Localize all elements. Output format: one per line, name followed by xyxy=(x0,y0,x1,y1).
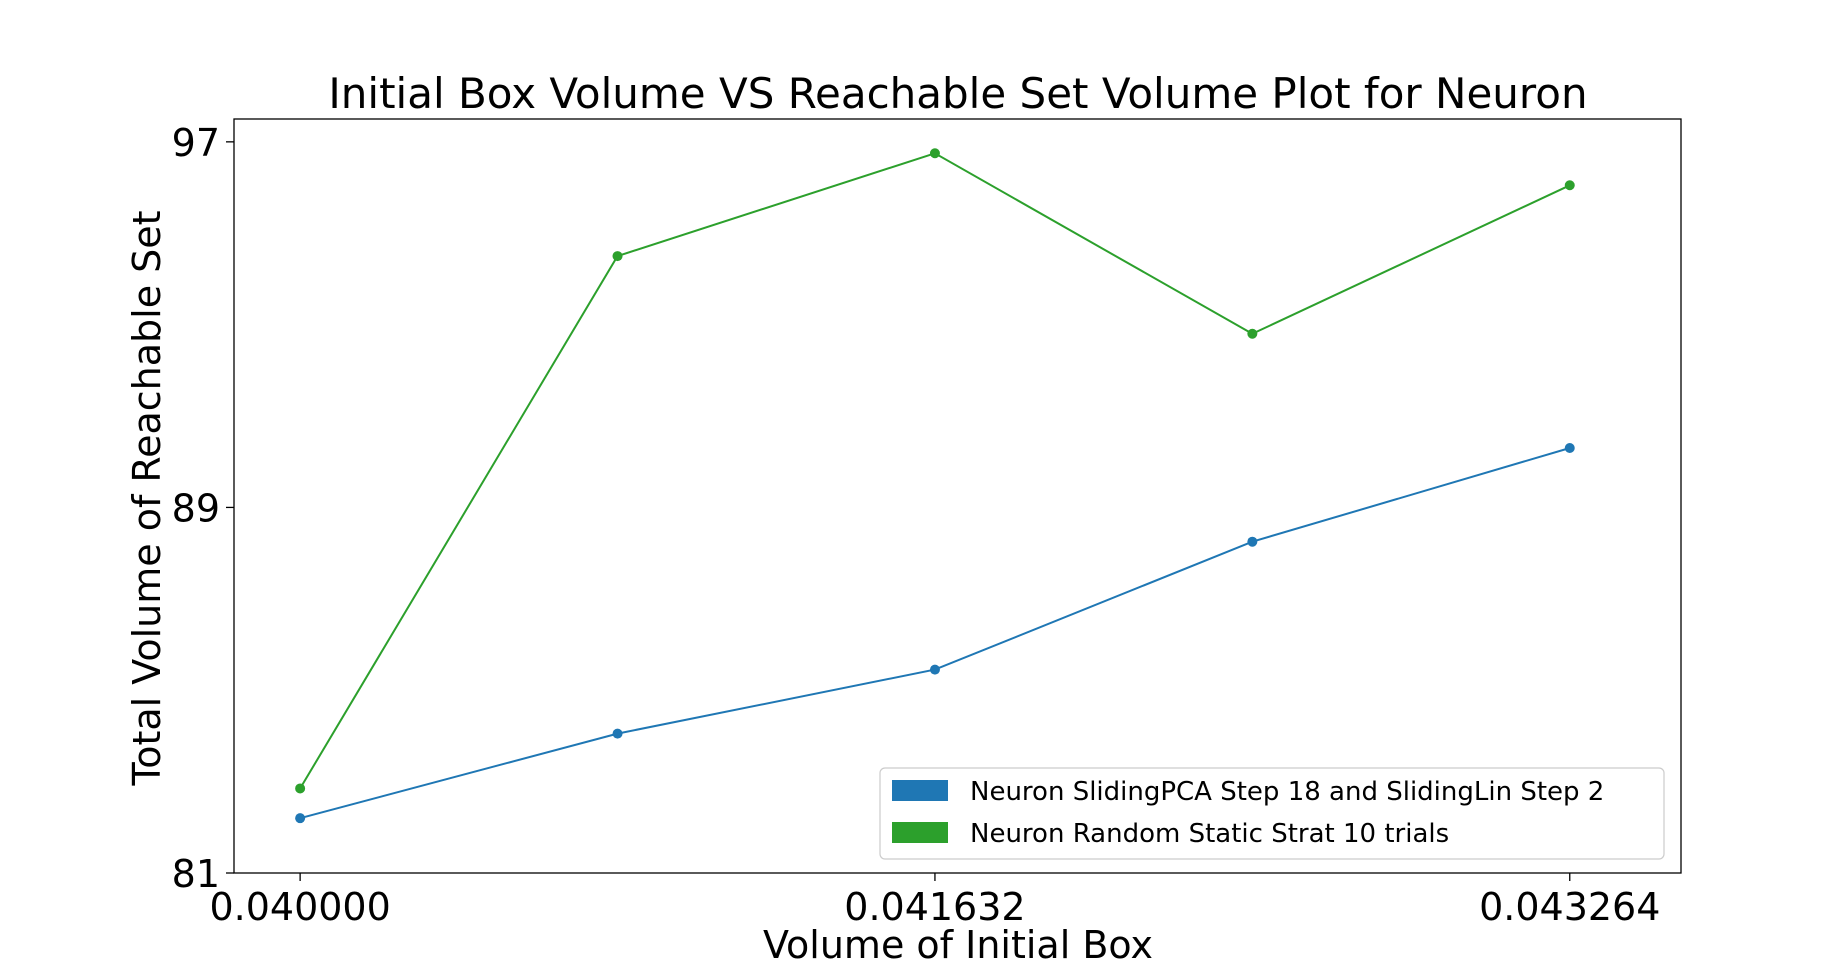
legend-swatch xyxy=(892,822,948,843)
x-axis: 0.040000 0.041632 0.043264 xyxy=(209,873,1660,929)
data-point xyxy=(612,251,623,262)
legend-label: Neuron Random Static Strat 10 trials xyxy=(970,819,1449,849)
x-tick-label: 0.040000 xyxy=(209,885,390,929)
x-axis-label: Volume of Initial Box xyxy=(763,923,1153,967)
data-point xyxy=(1564,443,1575,454)
data-point xyxy=(612,728,623,739)
series-line xyxy=(299,152,1571,790)
x-tick-label: 0.043264 xyxy=(1479,885,1660,929)
data-point xyxy=(1247,536,1258,547)
series-line xyxy=(299,447,1571,820)
data-point xyxy=(929,664,940,675)
legend-swatch xyxy=(892,780,948,801)
data-point xyxy=(1247,328,1258,339)
y-axis-label: Total Volume of Reachable Set xyxy=(125,210,169,786)
y-tick-label: 89 xyxy=(172,486,220,530)
y-axis: 81 89 97 xyxy=(172,121,234,896)
chart-title: Initial Box Volume VS Reachable Set Volu… xyxy=(328,69,1587,118)
y-tick-label: 81 xyxy=(172,852,220,896)
legend-box xyxy=(879,767,1665,860)
y-tick-label: 97 xyxy=(172,121,220,165)
legend: Neuron SlidingPCA Step 18 and SlidingLin… xyxy=(879,767,1665,860)
plot-frame xyxy=(233,118,1682,874)
plot-area xyxy=(295,148,1575,824)
data-point xyxy=(295,813,306,824)
legend-label: Neuron SlidingPCA Step 18 and SlidingLin… xyxy=(970,777,1604,807)
data-point xyxy=(1564,180,1575,191)
x-tick-label: 0.041632 xyxy=(844,885,1025,929)
data-point xyxy=(295,783,306,794)
data-point xyxy=(929,148,940,159)
